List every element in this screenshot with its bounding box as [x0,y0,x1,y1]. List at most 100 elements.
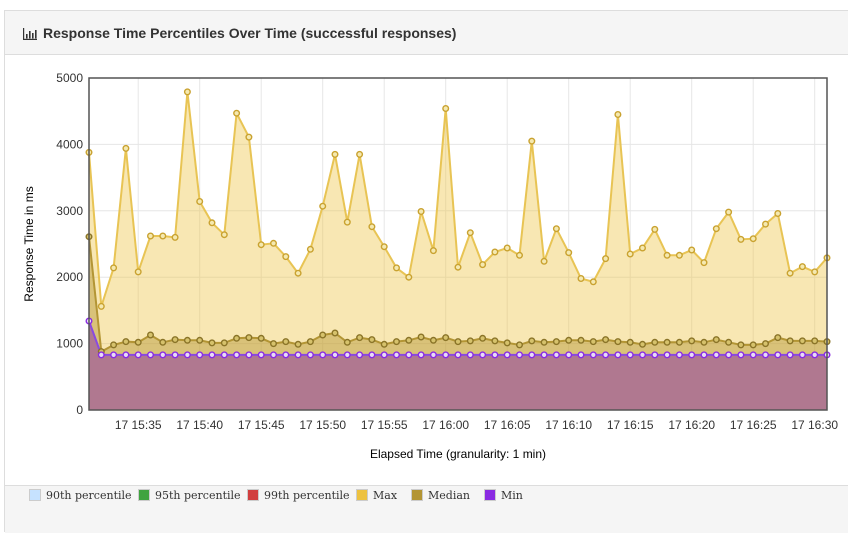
data-point [466,229,474,237]
data-point [380,243,388,251]
legend-item-min[interactable]: Min [484,487,523,503]
data-point [675,338,683,346]
data-point [749,341,757,349]
panel-header: Response Time Percentiles Over Time (suc… [5,11,848,55]
data-point [146,331,154,339]
panel-title: Response Time Percentiles Over Time (suc… [43,25,457,41]
data-point [577,351,585,359]
data-point [134,268,142,276]
data-point [565,249,573,257]
data-point [159,232,167,240]
legend-label: Min [501,488,523,502]
legend-item-max[interactable]: Max [356,487,397,503]
data-point [171,233,179,241]
data-point [811,351,819,359]
x-tick-label: 17 16:15 [607,418,654,432]
data-point [270,351,278,359]
data-point [429,247,437,255]
data-point [380,351,388,359]
data-point [725,338,733,346]
data-point [589,338,597,346]
data-point [146,232,154,240]
data-point [737,235,745,243]
data-point [343,218,351,226]
data-point [737,351,745,359]
data-point [122,144,130,152]
data-point [208,339,216,347]
data-point [122,338,130,346]
data-point [393,338,401,346]
data-point [110,341,118,349]
data-point [97,302,105,310]
data-point [368,336,376,344]
data-point [442,351,450,359]
series-area-max [89,91,827,411]
data-point [712,351,720,359]
data-point [208,351,216,359]
x-tick-label: 17 16:30 [791,418,838,432]
data-point [503,339,511,347]
data-point [294,340,302,348]
legend-label: 95th percentile [155,488,241,502]
legend-swatch [247,489,259,501]
data-point [516,351,524,359]
data-point [479,351,487,359]
data-point [417,351,425,359]
data-point [282,351,290,359]
data-point [257,241,265,249]
data-point [233,109,241,117]
data-point [663,251,671,259]
x-tick-label: 17 15:50 [299,418,346,432]
data-point [774,334,782,342]
x-tick-label: 17 16:25 [730,418,777,432]
data-point [343,338,351,346]
data-point [454,338,462,346]
x-tick-label: 17 16:20 [668,418,715,432]
legend-item-99th-percentile[interactable]: 99th percentile [247,487,350,503]
data-point [589,278,597,286]
data-point [700,259,708,267]
data-point [712,225,720,233]
data-point [220,339,228,347]
series-area-min [89,321,827,410]
data-point [503,244,511,252]
data-point [220,231,228,239]
data-point [639,351,647,359]
data-point [122,351,130,359]
legend-label: Median [428,488,470,502]
data-point [429,336,437,344]
data-point [651,338,659,346]
legend-item-median[interactable]: Median [411,487,470,503]
data-point [700,338,708,346]
data-point [663,338,671,346]
data-point [651,225,659,233]
data-point [552,351,560,359]
y-tick-label: 5000 [56,71,83,85]
y-tick-label: 2000 [56,270,83,284]
data-point [442,334,450,342]
data-point [798,337,806,345]
data-point [270,239,278,247]
data-point [331,150,339,158]
data-point [552,225,560,233]
data-point [442,104,450,112]
data-point [774,351,782,359]
data-point [343,351,351,359]
data-point [196,336,204,344]
data-point [737,341,745,349]
data-point [171,351,179,359]
data-point [171,336,179,344]
data-point [725,351,733,359]
legend-item-90th-percentile[interactable]: 90th percentile [29,487,132,503]
x-tick-label: 17 16:00 [422,418,469,432]
data-point [516,251,524,259]
legend-item-95th-percentile[interactable]: 95th percentile [138,487,241,503]
data-point [614,110,622,118]
data-point [196,197,204,205]
data-point [257,351,265,359]
data-point [798,351,806,359]
data-point [762,351,770,359]
data-point [675,251,683,259]
data-point [319,351,327,359]
data-point [639,340,647,348]
